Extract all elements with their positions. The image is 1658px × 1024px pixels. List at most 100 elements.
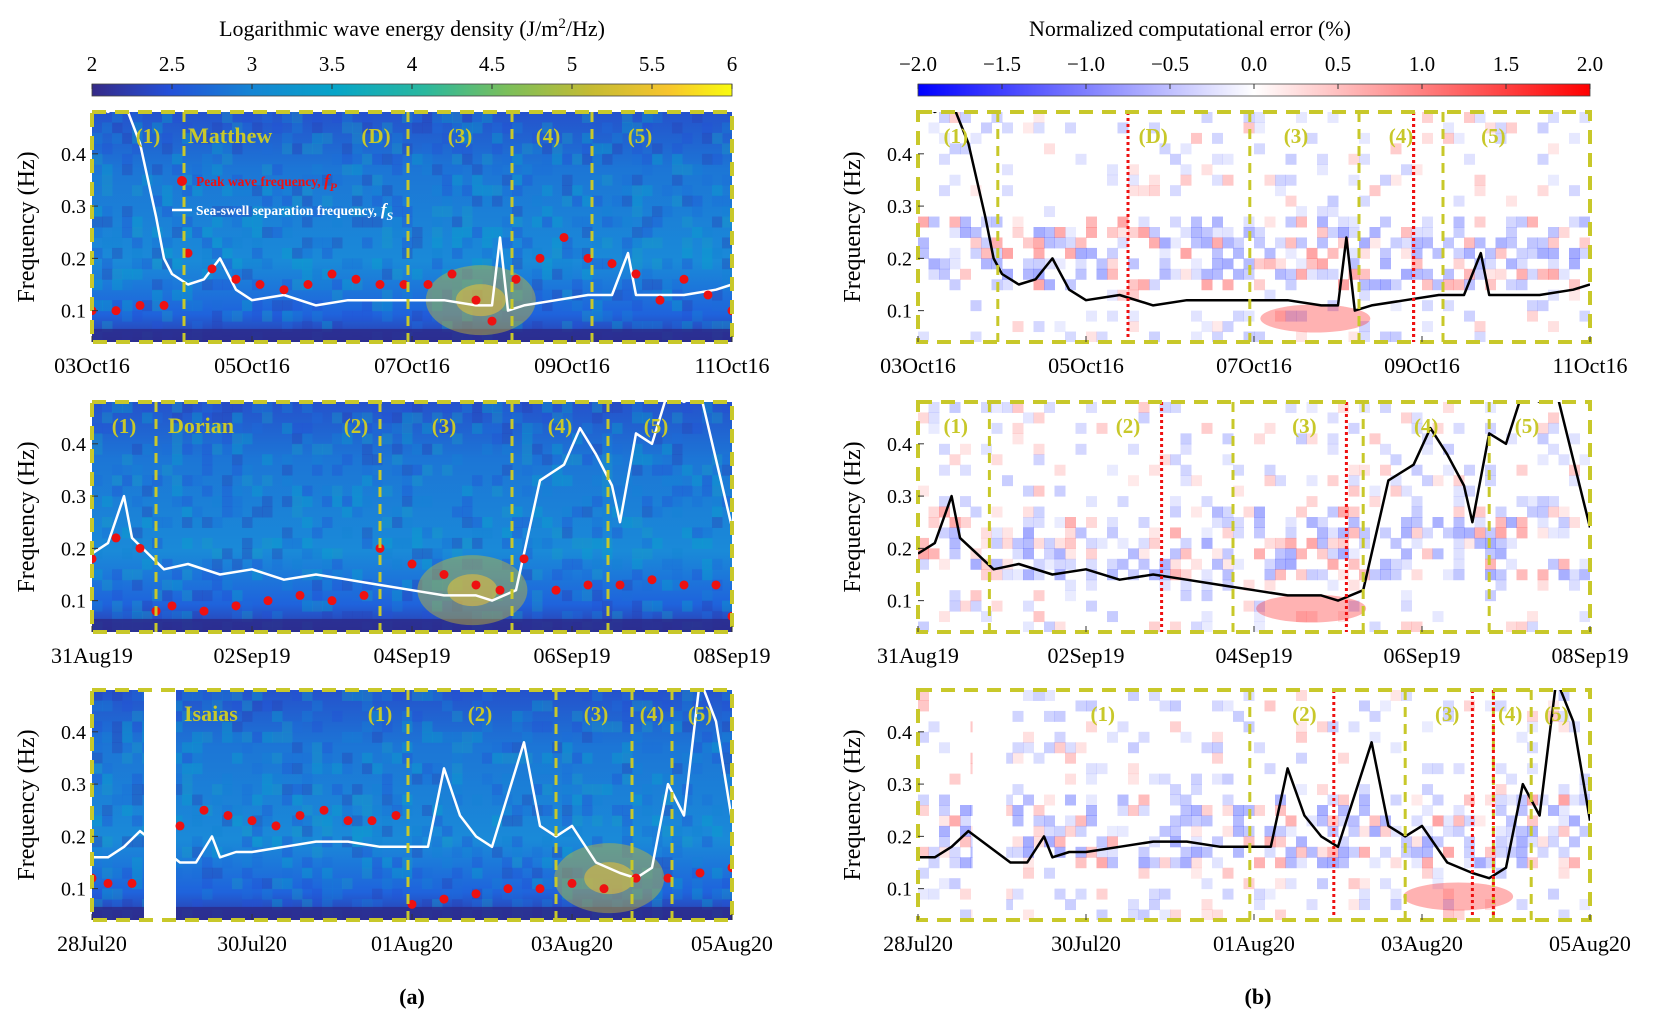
spectrogram-cell: [602, 721, 613, 733]
peak-frequency-marker: [263, 596, 273, 606]
spectrogram-cell: [232, 174, 243, 186]
spectrogram-cell: [412, 443, 423, 455]
spectrogram-cell: [372, 185, 383, 197]
error-cell: [1170, 506, 1181, 518]
error-cell: [1275, 548, 1286, 560]
spectrogram-cell: [262, 752, 273, 764]
spectrogram-cell: [102, 402, 113, 413]
error-cell: [1170, 402, 1181, 413]
error-cell: [1254, 888, 1265, 900]
spectrogram-cell: [692, 710, 703, 722]
spectrogram-cell: [282, 464, 293, 476]
spectrogram-cell: [672, 122, 683, 134]
peak-frequency-marker: [271, 821, 281, 831]
error-cell: [1485, 247, 1496, 259]
spectrogram-cell: [122, 227, 133, 238]
spectrogram-cell: [722, 122, 732, 134]
spectrogram-cell: [322, 888, 333, 900]
spectrogram-cell: [712, 289, 723, 301]
spectrogram-cell: [252, 247, 263, 259]
error-cell: [1212, 700, 1223, 712]
error-cell: [1401, 548, 1412, 560]
error-cell: [1317, 227, 1328, 238]
error-cell: [1474, 268, 1486, 280]
spectrogram-cell: [212, 579, 223, 591]
spectrogram-cell: [222, 443, 233, 455]
error-cell: [1348, 815, 1360, 827]
spectrogram-cell: [112, 227, 123, 238]
error-cell: [1275, 268, 1286, 280]
error-cell: [1453, 485, 1465, 497]
error-cell: [1474, 216, 1486, 228]
error-cell: [1117, 496, 1129, 508]
error-cell: [1033, 247, 1045, 259]
error-cell: [1096, 846, 1108, 858]
error-cell: [1443, 300, 1454, 312]
error-cell: [960, 815, 971, 827]
spectrogram-cell: [242, 794, 253, 806]
spectrogram-cell: [572, 300, 583, 312]
error-cell: [1128, 310, 1139, 322]
error-cell: [1180, 247, 1192, 259]
spectrogram-cell: [542, 485, 553, 497]
error-cell: [1348, 579, 1360, 591]
error-cell: [1579, 247, 1590, 259]
error-cell: [1464, 112, 1475, 123]
spectrogram-cell: [652, 815, 663, 827]
spectrogram-cell: [442, 700, 453, 712]
spectrogram-cell: [712, 867, 723, 879]
spectrogram-cell: [702, 590, 713, 602]
spectrogram-cell: [312, 443, 323, 455]
error-cell: [1222, 506, 1234, 518]
error-cell: [1149, 331, 1160, 342]
error-cell: [1096, 422, 1108, 434]
error-cell: [1201, 878, 1213, 890]
spectrogram-cell: [722, 195, 732, 207]
spectrogram-cell: [392, 153, 403, 165]
spectrogram-cell: [252, 700, 263, 712]
error-cell: [1348, 422, 1360, 434]
spectrogram-cell: [572, 794, 583, 806]
spectrogram-cell: [342, 690, 353, 701]
error-cell: [1401, 590, 1412, 602]
spectrogram-cell: [612, 485, 623, 497]
spectrogram-cell: [532, 569, 543, 581]
stage-label: (D): [1139, 124, 1168, 148]
error-cell: [1464, 700, 1475, 712]
error-cell: [1065, 537, 1076, 549]
x-axis: 31Aug19 02Sep19 04Sep19 06Sep19 08Sep19: [877, 626, 1629, 668]
error-cell: [1548, 506, 1559, 518]
spectrogram-cell: [222, 690, 233, 701]
error-cell: [1327, 227, 1339, 238]
spectrogram-cell: [592, 237, 603, 249]
spectrogram-cell: [722, 237, 732, 249]
spectrogram-cell: [542, 300, 553, 312]
spectrogram-cell: [182, 752, 193, 764]
error-cell: [1243, 506, 1255, 518]
spectrogram-cell: [212, 321, 223, 333]
error-cell: [1002, 164, 1013, 176]
right-colorbar-tick-label: −1.0: [1067, 52, 1105, 76]
spectrogram-cell: [182, 300, 193, 312]
spectrogram-cell: [212, 164, 223, 176]
spectrogram-cell: [202, 237, 213, 249]
spectrogram-cell: [452, 548, 463, 560]
spectrogram-cell: [312, 112, 323, 123]
spectrogram-cell: [532, 143, 543, 155]
error-cell: [1170, 857, 1181, 869]
spectrogram-cell: [472, 195, 483, 207]
spectrogram-cell: [352, 611, 363, 623]
error-cell: [1548, 443, 1559, 455]
spectrogram-cell: [532, 422, 543, 434]
error-cell: [1369, 825, 1381, 837]
error-cell: [949, 454, 961, 466]
storm-name: Isaias: [184, 701, 238, 726]
error-cell: [1401, 164, 1412, 176]
error-cell: [1170, 815, 1181, 827]
spectrogram-cell: [222, 433, 233, 445]
error-cell: [1149, 279, 1160, 291]
spectrogram-cell: [92, 143, 103, 155]
spectrogram-cell: [432, 763, 443, 775]
error-cell: [1159, 247, 1171, 259]
error-cell: [1254, 857, 1265, 869]
